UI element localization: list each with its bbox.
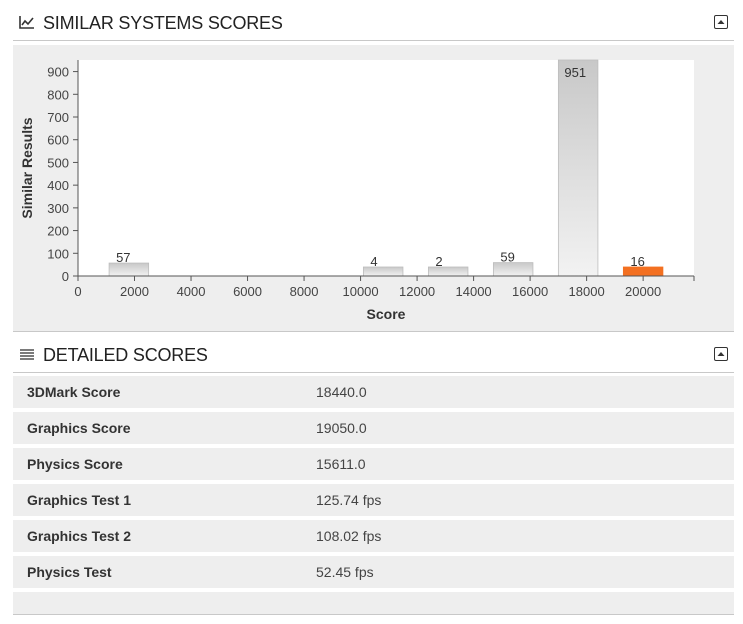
x-tick-label: 12000	[399, 284, 435, 299]
bar	[427, 266, 469, 277]
similar-systems-header: SIMILAR SYSTEMS SCORES	[13, 4, 734, 41]
bar	[492, 262, 534, 277]
detailed-scores-table: 3DMark Score 18440.0 Graphics Score 1905…	[13, 376, 734, 615]
y-tick-label: 100	[47, 246, 69, 261]
x-tick-label: 2000	[120, 284, 149, 299]
line-chart-icon	[19, 14, 35, 30]
x-tick-label: 6000	[233, 284, 262, 299]
score-label: 3DMark Score	[27, 384, 121, 400]
bar-data-label: 57	[116, 250, 130, 265]
x-axis-label: Score	[367, 306, 406, 322]
y-tick-label: 400	[47, 178, 69, 193]
x-tick-label: 8000	[290, 284, 319, 299]
collapse-up-icon[interactable]	[714, 347, 728, 361]
y-tick-label: 300	[47, 201, 69, 216]
score-value: 52.45 fps	[316, 564, 374, 580]
score-label: Physics Score	[27, 456, 123, 472]
score-label: Physics Test	[27, 564, 112, 580]
score-label: Graphics Test 2	[27, 528, 132, 544]
y-tick-label: 900	[47, 65, 69, 80]
x-tick-label: 16000	[512, 284, 548, 299]
list-icon	[19, 346, 35, 362]
y-axis-label: Similar Results	[19, 117, 35, 218]
score-row-graphics: Graphics Score 19050.0	[13, 412, 734, 444]
score-row-3dmark: 3DMark Score 18440.0	[13, 376, 734, 408]
x-tick-label: 4000	[177, 284, 206, 299]
score-value: 19050.0	[316, 420, 367, 436]
y-tick-label: 800	[47, 87, 69, 102]
similar-scores-chart: 0 100 200 300 400 500 600 700 800 900 0 2000 4000 600…	[13, 45, 734, 332]
score-value: 125.74 fps	[316, 492, 382, 508]
score-row-graphics-test-1: Graphics Test 1 125.74 fps	[13, 484, 734, 516]
score-row-graphics-test-2: Graphics Test 2 108.02 fps	[13, 520, 734, 552]
detailed-scores-header: DETAILED SCORES	[13, 336, 734, 373]
table-footer-row	[13, 592, 734, 615]
score-row-physics: Physics Score 15611.0	[13, 448, 734, 480]
y-tick-label: 0	[62, 269, 69, 284]
bar-data-label: 951	[564, 65, 586, 80]
score-value: 15611.0	[316, 456, 366, 472]
score-value: 108.02 fps	[316, 528, 382, 544]
collapse-up-icon[interactable]	[714, 15, 728, 29]
y-tick-label: 500	[47, 155, 69, 170]
bar-data-label: 16	[630, 254, 644, 269]
similar-systems-title: SIMILAR SYSTEMS SCORES	[43, 13, 283, 33]
x-tick-label: 20000	[625, 284, 661, 299]
score-row-physics-test: Physics Test 52.45 fps	[13, 556, 734, 588]
detailed-scores-title: DETAILED SCORES	[43, 345, 208, 365]
score-label: Graphics Score	[27, 420, 131, 436]
bar-data-label: 2	[435, 254, 442, 269]
score-label: Graphics Test 1	[27, 492, 132, 508]
x-tick-label: 18000	[569, 284, 605, 299]
plot-area	[78, 60, 694, 276]
y-tick-label: 700	[47, 110, 69, 125]
bar-data-label: 59	[500, 250, 514, 265]
x-tick-label: 0	[74, 284, 81, 299]
bar	[557, 59, 599, 277]
bar	[362, 266, 404, 277]
x-tick-label: 10000	[342, 284, 378, 299]
bar-data-label: 4	[370, 254, 377, 269]
y-tick-label: 600	[47, 133, 69, 148]
y-tick-label: 200	[47, 224, 69, 239]
chart-svg: 0 100 200 300 400 500 600 700 800 900 0 2000 4000 600…	[19, 59, 695, 322]
score-value: 18440.0	[316, 384, 367, 400]
x-tick-label: 14000	[456, 284, 492, 299]
